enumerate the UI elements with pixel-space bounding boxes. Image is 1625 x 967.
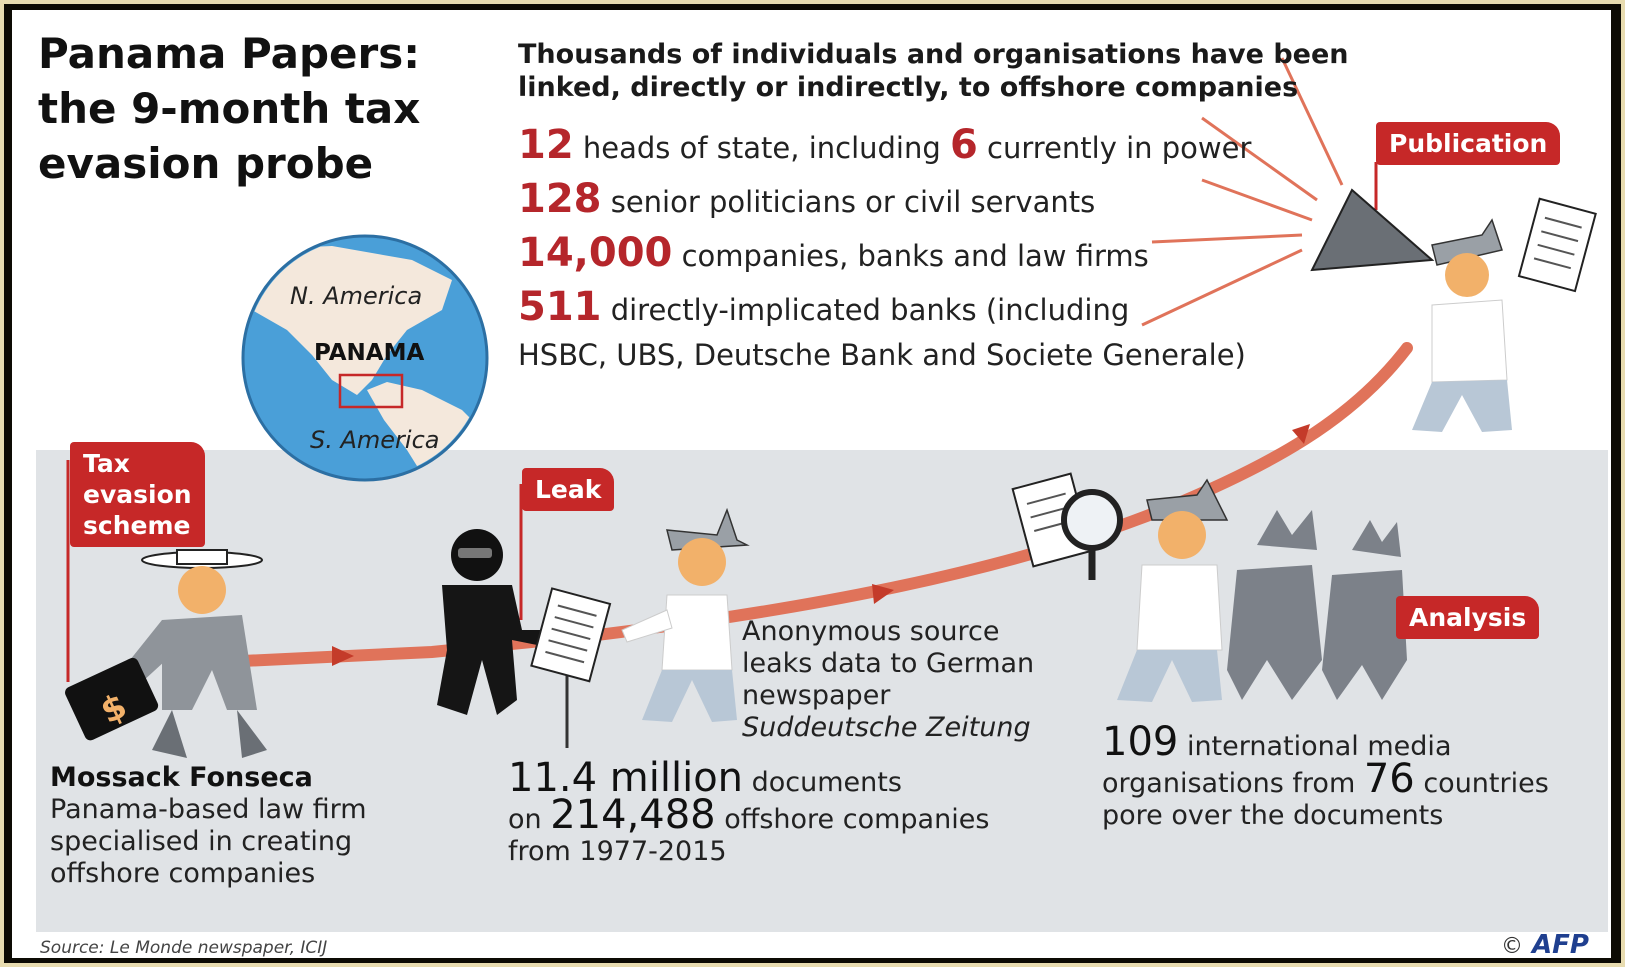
tag-line: Tax — [83, 449, 130, 478]
tag-line: evasion — [83, 480, 192, 509]
media-caption: 109 international media organisations fr… — [1102, 722, 1549, 832]
firm-name: Mossack Fonseca — [50, 762, 313, 793]
stage-tag-analysis: Analysis — [1396, 596, 1540, 639]
firm-desc-line: specialised in creating — [50, 826, 353, 857]
documents-text: on — [508, 804, 551, 835]
copyright-icon: © — [1500, 934, 1523, 958]
intro-line-2: linked, directly or indirectly, to offsh… — [518, 72, 1299, 103]
documents-count: 11.4 million — [508, 755, 744, 801]
stat-text: companies, banks and law firms — [672, 239, 1149, 273]
stat-number: 511 — [518, 284, 602, 330]
newspaper-name: Suddeutsche Zeitung — [742, 712, 1031, 743]
analysis-group — [1011, 472, 1407, 702]
stat-text: currently in power — [977, 131, 1252, 165]
leak-line: newspaper — [742, 680, 891, 711]
infographic-panel: $ — [12, 10, 1611, 958]
mossack-fonseca-caption: Mossack Fonseca Panama-based law firm sp… — [50, 762, 367, 890]
stat-companies: 14,000 companies, banks and law firms — [518, 230, 1149, 276]
megaphone-rays — [1141, 57, 1344, 327]
firm-desc-line: offshore companies — [50, 858, 316, 889]
map-label-south-america: S. America — [310, 426, 440, 454]
leak-line: leaks data to German — [742, 648, 1035, 679]
leak-caption: Anonymous source leaks data to German ne… — [742, 616, 1034, 744]
media-text: countries — [1414, 768, 1549, 799]
map-label-panama: PANAMA — [314, 340, 425, 366]
afp-logo: AFP — [1532, 930, 1589, 958]
path-arrow — [872, 584, 894, 604]
stat-number: 12 — [518, 122, 574, 168]
path-arrow — [1292, 424, 1310, 444]
stage-tag-leak: Leak — [522, 468, 615, 511]
documents-text: documents — [743, 767, 902, 798]
companies-count: 214,488 — [550, 792, 716, 838]
documents-caption: 11.4 million documents on 214,488 offsho… — [508, 758, 990, 868]
documents-years: from 1977-2015 — [508, 836, 727, 867]
firm-desc-line: Panama-based law firm — [50, 794, 367, 825]
media-line: pore over the documents — [1102, 800, 1444, 831]
stat-text: heads of state, including — [573, 131, 950, 165]
title-line-3: evasion probe — [38, 139, 374, 188]
stat-heads-of-state: 12 heads of state, including 6 currently… — [518, 122, 1251, 168]
stat-number: 14,000 — [518, 230, 673, 276]
media-text: organisations from — [1102, 768, 1364, 799]
lawyer-figure: $ — [65, 549, 267, 758]
publisher-figure — [1310, 188, 1597, 432]
page-title: Panama Papers: the 9-month tax evasion p… — [38, 26, 420, 191]
path-arrow — [332, 646, 354, 666]
stage-tag-tax-evasion: Tax evasion scheme — [70, 442, 205, 547]
media-text: international media — [1178, 731, 1452, 762]
stat-politicians: 128 senior politicians or civil servants — [518, 176, 1095, 222]
afp-credit: © AFP — [1501, 930, 1589, 958]
illustration-layer: $ — [65, 57, 1597, 758]
stat-banks: 511 directly-implicated banks (including — [518, 284, 1129, 330]
countries-count: 76 — [1363, 756, 1415, 802]
hooded-source-figure — [437, 529, 557, 715]
journalist-figure — [621, 507, 750, 722]
leak-line: Anonymous source — [742, 616, 1000, 647]
title-line-1: Panama Papers: — [38, 29, 421, 78]
stat-number: 6 — [949, 122, 978, 168]
timeline-band — [36, 450, 1608, 932]
media-count: 109 — [1102, 719, 1179, 765]
source-note: Source: Le Monde newspaper, ICIJ — [40, 938, 328, 958]
leaked-document-icon — [530, 587, 612, 683]
intro-line-1: Thousands of individuals and organisatio… — [518, 39, 1349, 70]
stat-text: senior politicians or civil servants — [601, 185, 1096, 219]
title-line-2: the 9-month tax — [38, 84, 421, 133]
stat-text: directly-implicated banks (including — [601, 293, 1130, 327]
tag-line: scheme — [83, 511, 191, 540]
globe — [241, 234, 489, 482]
intro-text: Thousands of individuals and organisatio… — [518, 38, 1349, 104]
documents-text: offshore companies — [715, 804, 990, 835]
stat-number: 128 — [518, 176, 602, 222]
map-label-north-america: N. America — [290, 282, 423, 310]
stat-banks-list: HSBC, UBS, Deutsche Bank and Societe Gen… — [518, 338, 1246, 372]
stage-tag-publication: Publication — [1376, 122, 1561, 165]
